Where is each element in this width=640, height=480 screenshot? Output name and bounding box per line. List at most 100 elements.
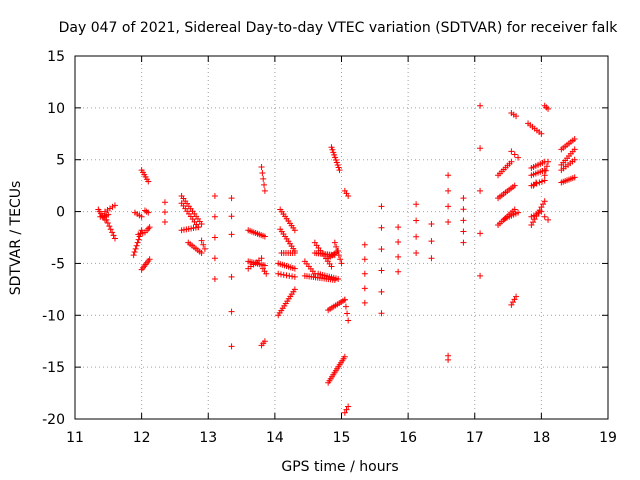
- data-points: [95, 102, 578, 416]
- data-point: [345, 193, 352, 200]
- data-point: [341, 353, 348, 360]
- data-point: [571, 146, 578, 153]
- data-point: [333, 243, 340, 250]
- data-point: [211, 213, 218, 220]
- data-point: [545, 158, 552, 165]
- y-tick-label: -10: [42, 308, 65, 324]
- data-point: [211, 255, 218, 262]
- data-point: [261, 187, 268, 194]
- data-point: [110, 232, 117, 239]
- data-point: [130, 252, 137, 259]
- data-point: [145, 225, 152, 232]
- data-point: [291, 273, 298, 280]
- data-point: [445, 172, 452, 179]
- data-point: [530, 182, 537, 189]
- data-point: [477, 145, 484, 152]
- data-point: [275, 270, 282, 277]
- data-point: [263, 270, 270, 277]
- x-tick-label: 15: [333, 430, 351, 446]
- data-point: [103, 216, 110, 223]
- data-point: [331, 239, 338, 246]
- data-point: [261, 233, 268, 240]
- data-point: [345, 317, 352, 324]
- data-point: [541, 167, 548, 174]
- data-point: [198, 237, 205, 244]
- data-point: [198, 221, 205, 228]
- data-point: [291, 286, 298, 293]
- data-point: [330, 149, 337, 156]
- data-point: [211, 275, 218, 282]
- data-point: [378, 224, 385, 231]
- data-point: [336, 167, 343, 174]
- data-point: [511, 206, 518, 213]
- data-point: [291, 265, 298, 272]
- data-point: [291, 250, 298, 257]
- data-point: [291, 227, 298, 234]
- data-point: [109, 229, 116, 236]
- data-point: [571, 156, 578, 163]
- data-point: [333, 159, 340, 166]
- data-point: [538, 130, 545, 137]
- data-point: [131, 249, 138, 256]
- data-point: [445, 356, 452, 363]
- data-point: [378, 203, 385, 210]
- data-point: [460, 239, 467, 246]
- data-point: [460, 228, 467, 235]
- data-point: [395, 268, 402, 275]
- data-point: [378, 310, 385, 317]
- data-point: [228, 343, 235, 350]
- data-point: [477, 272, 484, 279]
- x-tick-label: 18: [532, 430, 550, 446]
- data-point: [228, 195, 235, 202]
- data-point: [344, 310, 351, 317]
- data-point: [460, 195, 467, 202]
- data-point: [260, 175, 267, 182]
- data-point: [138, 227, 145, 234]
- data-point: [161, 218, 168, 225]
- data-point: [201, 245, 208, 252]
- data-point: [331, 151, 338, 158]
- data-point: [283, 272, 290, 279]
- data-point: [332, 154, 339, 161]
- data-point: [106, 223, 113, 230]
- data-point: [261, 181, 268, 188]
- data-point: [135, 236, 142, 243]
- x-tick-label: 14: [266, 430, 284, 446]
- data-point: [545, 105, 552, 112]
- x-tick-label: 19: [599, 430, 617, 446]
- data-point: [133, 242, 140, 249]
- data-point: [334, 162, 341, 169]
- data-point: [132, 245, 139, 252]
- data-point: [161, 199, 168, 206]
- data-point: [395, 253, 402, 260]
- data-point: [541, 177, 548, 184]
- data-point: [328, 144, 335, 151]
- data-point: [198, 250, 205, 257]
- data-point: [337, 256, 344, 263]
- data-point: [146, 256, 153, 263]
- data-point: [445, 203, 452, 210]
- data-point: [378, 267, 385, 274]
- data-point: [541, 172, 548, 179]
- y-axis-label: SDTVAR / TECUs: [8, 181, 24, 296]
- y-tick-label: 10: [47, 101, 65, 117]
- data-point: [413, 250, 420, 257]
- y-axis-ticks: -20 -15 -10 -5 0 5 10 15: [42, 49, 608, 428]
- data-point: [200, 241, 207, 248]
- data-point: [477, 187, 484, 194]
- data-point: [211, 193, 218, 200]
- data-point: [101, 213, 108, 220]
- data-point: [138, 213, 145, 220]
- data-point: [289, 273, 296, 280]
- data-point: [361, 285, 368, 292]
- data-point: [508, 158, 515, 165]
- data-point: [513, 113, 520, 120]
- data-point: [413, 217, 420, 224]
- data-point: [428, 221, 435, 228]
- data-point: [146, 224, 153, 231]
- data-point: [395, 224, 402, 231]
- data-point: [361, 241, 368, 248]
- data-point: [342, 303, 349, 310]
- y-tick-label: -15: [42, 360, 65, 376]
